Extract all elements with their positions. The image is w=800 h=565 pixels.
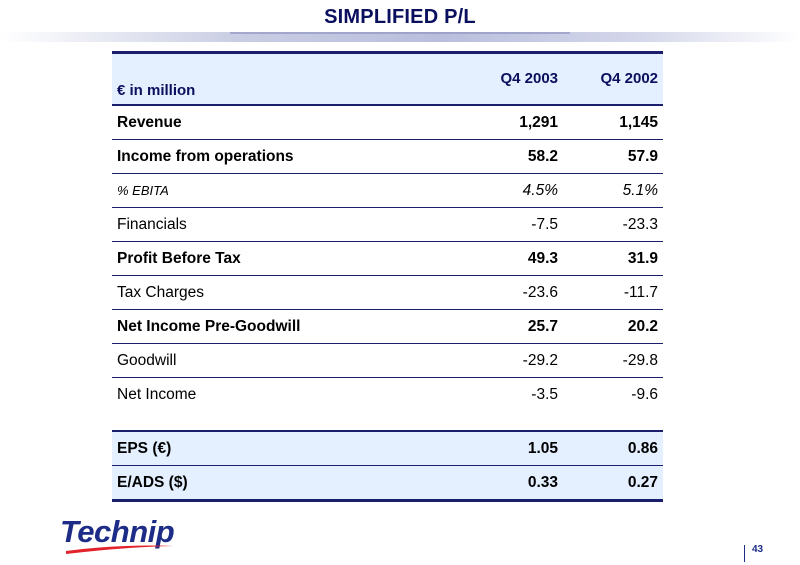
row-label: E/ADS ($) (117, 474, 188, 491)
row-value-2003: 1,291 (519, 114, 558, 131)
row-label: Profit Before Tax (117, 250, 241, 267)
row-value-2002: -23.3 (622, 216, 658, 233)
row-value-2003: -29.2 (522, 352, 558, 369)
technip-logo: Technip (60, 514, 175, 549)
row-label: % EBITA (117, 183, 169, 198)
row-label: Financials (117, 216, 187, 233)
row-value-2003: 0.33 (527, 474, 558, 491)
table-row-profit-before-tax: Profit Before Tax 49.3 31.9 (112, 242, 663, 276)
table-row-eps: EPS (€) 1.05 0.86 (112, 430, 663, 466)
slide-title: SIMPLIFIED P/L (324, 6, 476, 28)
row-value-2003: -23.6 (522, 284, 558, 301)
table-row-net-income: Net Income -3.5 -9.6 (112, 378, 663, 411)
header-col-q4-2003: Q4 2003 (500, 70, 558, 87)
row-label: Revenue (117, 114, 182, 131)
table-row-financials: Financials -7.5 -23.3 (112, 208, 663, 242)
row-value-2003: -7.5 (531, 216, 558, 233)
header-col-q4-2002: Q4 2002 (600, 70, 658, 87)
row-value-2002: -9.6 (631, 386, 658, 403)
row-label: Goodwill (117, 352, 177, 369)
table-row-income-from-operations: Income from operations 58.2 57.9 (112, 140, 663, 174)
row-value-2002: 5.1% (622, 182, 658, 199)
pl-table: € in million Q4 2003 Q4 2002 Revenue 1,2… (112, 51, 663, 502)
table-row-revenue: Revenue 1,291 1,145 (112, 106, 663, 140)
row-value-2003: 25.7 (527, 318, 558, 335)
row-label: Net Income Pre-Goodwill (117, 318, 301, 335)
title-underline-accent (230, 32, 570, 34)
row-label: Income from operations (117, 148, 294, 165)
table-header: € in million Q4 2003 Q4 2002 (112, 51, 663, 104)
row-value-2003: 58.2 (527, 148, 558, 165)
row-value-2003: 4.5% (522, 182, 558, 199)
header-unit-label: € in million (117, 82, 196, 99)
table-row-tax-charges: Tax Charges -23.6 -11.7 (112, 276, 663, 310)
table-spacer (112, 411, 663, 430)
row-value-2003: 49.3 (527, 250, 558, 267)
table-row-net-income-pre-goodwill: Net Income Pre-Goodwill 25.7 20.2 (112, 310, 663, 344)
page-number-divider (744, 545, 745, 562)
row-value-2002: 57.9 (627, 148, 658, 165)
row-value-2002: -11.7 (623, 284, 658, 301)
title-underline (0, 32, 800, 42)
logo-swoosh-icon (66, 545, 174, 554)
row-value-2002: 20.2 (627, 318, 658, 335)
row-value-2002: -29.8 (622, 352, 658, 369)
row-value-2002: 31.9 (627, 250, 658, 267)
page-number: 43 (752, 544, 764, 555)
table-row-ebita-percent: % EBITA 4.5% 5.1% (112, 174, 663, 208)
row-value-2002: 0.27 (627, 474, 658, 491)
table-row-e-ads: E/ADS ($) 0.33 0.27 (112, 466, 663, 502)
row-value-2003: -3.5 (531, 386, 558, 403)
row-label: EPS (€) (117, 440, 172, 457)
table-row-goodwill: Goodwill -29.2 -29.8 (112, 344, 663, 378)
row-value-2002: 1,145 (619, 114, 658, 131)
header-rule (112, 104, 663, 106)
row-value-2002: 0.86 (627, 440, 658, 457)
row-value-2003: 1.05 (527, 440, 558, 457)
row-label: Net Income (117, 386, 197, 403)
row-label: Tax Charges (117, 284, 205, 301)
